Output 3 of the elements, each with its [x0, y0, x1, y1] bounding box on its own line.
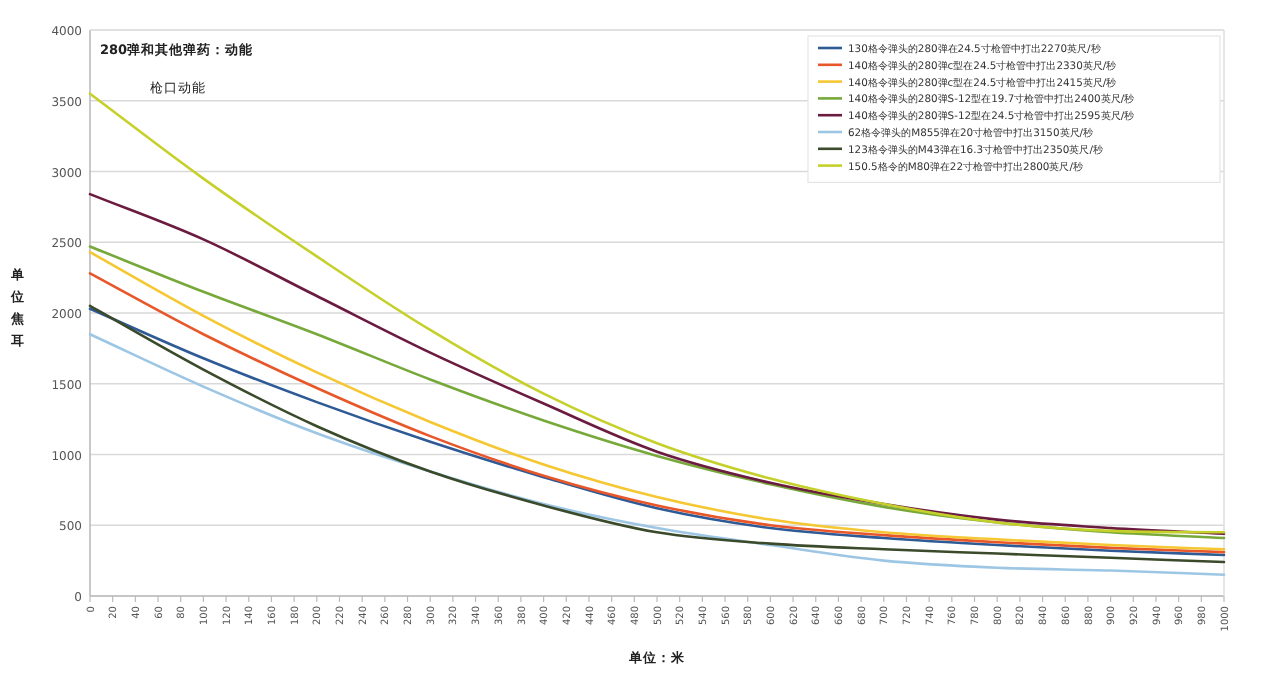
line-series — [88, 332, 1226, 577]
line-series — [88, 92, 1226, 534]
line-series — [88, 192, 1226, 536]
